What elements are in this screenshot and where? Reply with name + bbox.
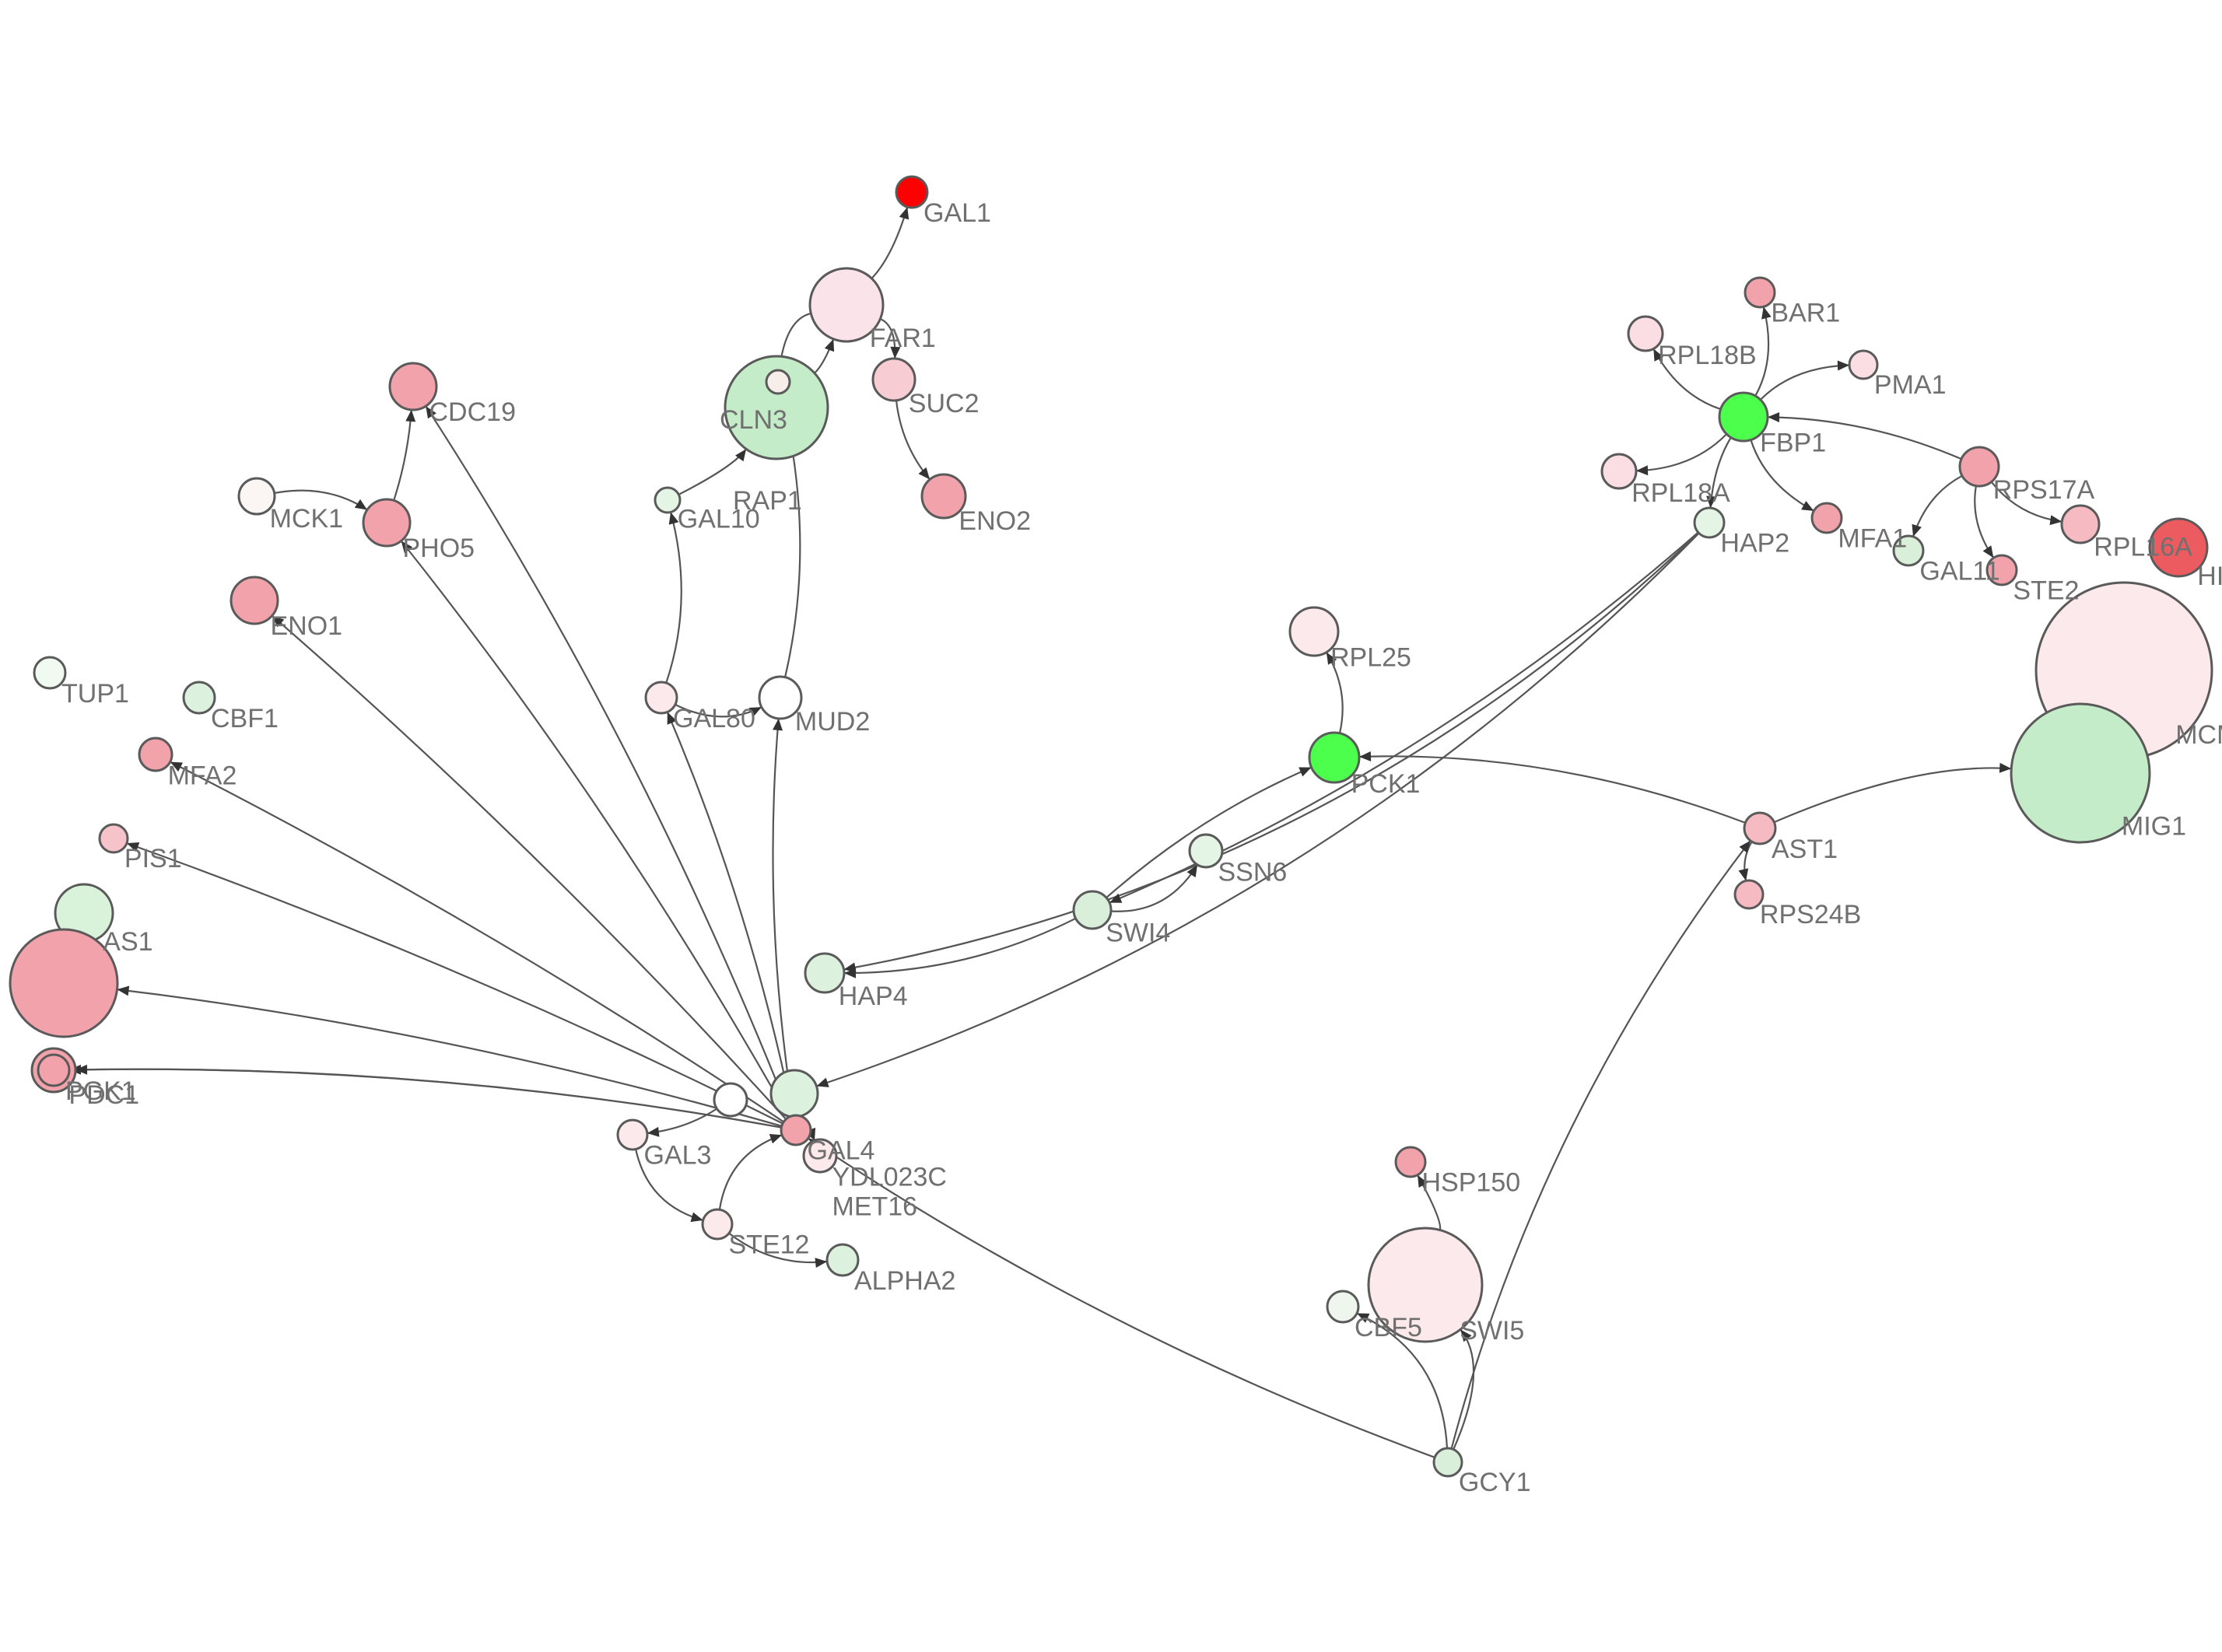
svg-text:GAL4: GAL4 xyxy=(808,1136,875,1165)
svg-text:HAP2: HAP2 xyxy=(1720,528,1789,558)
svg-text:MIG1: MIG1 xyxy=(2122,811,2186,841)
svg-text:SWI4: SWI4 xyxy=(1106,918,1170,947)
svg-text:CLN3: CLN3 xyxy=(720,405,787,435)
svg-text:PHO5: PHO5 xyxy=(403,534,475,563)
svg-text:MFA2: MFA2 xyxy=(168,761,237,791)
svg-text:PCK1: PCK1 xyxy=(1351,769,1421,799)
svg-text:BAR1: BAR1 xyxy=(1771,298,1840,327)
svg-text:MCM1: MCM1 xyxy=(2175,720,2222,750)
svg-text:SUC2: SUC2 xyxy=(909,389,980,418)
svg-text:ENO2: ENO2 xyxy=(959,506,1031,536)
svg-text:RPS24B: RPS24B xyxy=(1760,900,1861,929)
svg-text:AST1: AST1 xyxy=(1772,835,1838,864)
svg-text:MUD2: MUD2 xyxy=(795,707,870,737)
svg-text:HSP150: HSP150 xyxy=(1422,1167,1521,1197)
svg-text:CBF1: CBF1 xyxy=(211,704,279,733)
svg-text:FAR1: FAR1 xyxy=(870,324,936,353)
svg-text:TUP1: TUP1 xyxy=(61,679,129,709)
svg-text:PIS1: PIS1 xyxy=(124,844,182,873)
svg-text:GCY1: GCY1 xyxy=(1459,1468,1531,1497)
svg-text:HIS4: HIS4 xyxy=(2197,562,2222,591)
svg-text:MCK1: MCK1 xyxy=(270,504,343,534)
svg-text:RPS17A: RPS17A xyxy=(1993,475,2095,505)
svg-text:RPL25: RPL25 xyxy=(1330,643,1411,673)
svg-text:SWI5: SWI5 xyxy=(1460,1316,1524,1346)
svg-text:SSN6: SSN6 xyxy=(1218,858,1288,887)
svg-text:FBP1: FBP1 xyxy=(1760,429,1826,458)
svg-text:PGK1: PGK1 xyxy=(65,1076,136,1106)
svg-text:STE12: STE12 xyxy=(729,1230,810,1259)
svg-text:GAL10: GAL10 xyxy=(678,505,760,534)
svg-text:HAP4: HAP4 xyxy=(839,982,908,1011)
svg-text:RPL16A: RPL16A xyxy=(2094,532,2192,562)
svg-text:RPL18A: RPL18A xyxy=(1631,478,1730,508)
svg-text:MET16: MET16 xyxy=(832,1192,918,1222)
svg-text:PMA1: PMA1 xyxy=(1874,370,1947,400)
svg-text:CDC19: CDC19 xyxy=(429,397,516,427)
svg-text:GAL11: GAL11 xyxy=(1919,556,1999,586)
svg-text:MFA1: MFA1 xyxy=(1838,523,1907,553)
svg-text:RPL18B: RPL18B xyxy=(1658,341,1757,370)
svg-text:AS1: AS1 xyxy=(103,927,152,957)
svg-text:ENO1: ENO1 xyxy=(271,611,343,641)
svg-text:GAL3: GAL3 xyxy=(644,1140,712,1170)
svg-text:GAL1: GAL1 xyxy=(923,198,991,228)
svg-text:YDL023C: YDL023C xyxy=(832,1163,947,1192)
svg-text:CBF5: CBF5 xyxy=(1355,1313,1422,1342)
svg-text:STE2: STE2 xyxy=(2013,576,2079,605)
svg-text:GAL80: GAL80 xyxy=(673,704,755,733)
svg-text:ALPHA2: ALPHA2 xyxy=(854,1266,955,1296)
